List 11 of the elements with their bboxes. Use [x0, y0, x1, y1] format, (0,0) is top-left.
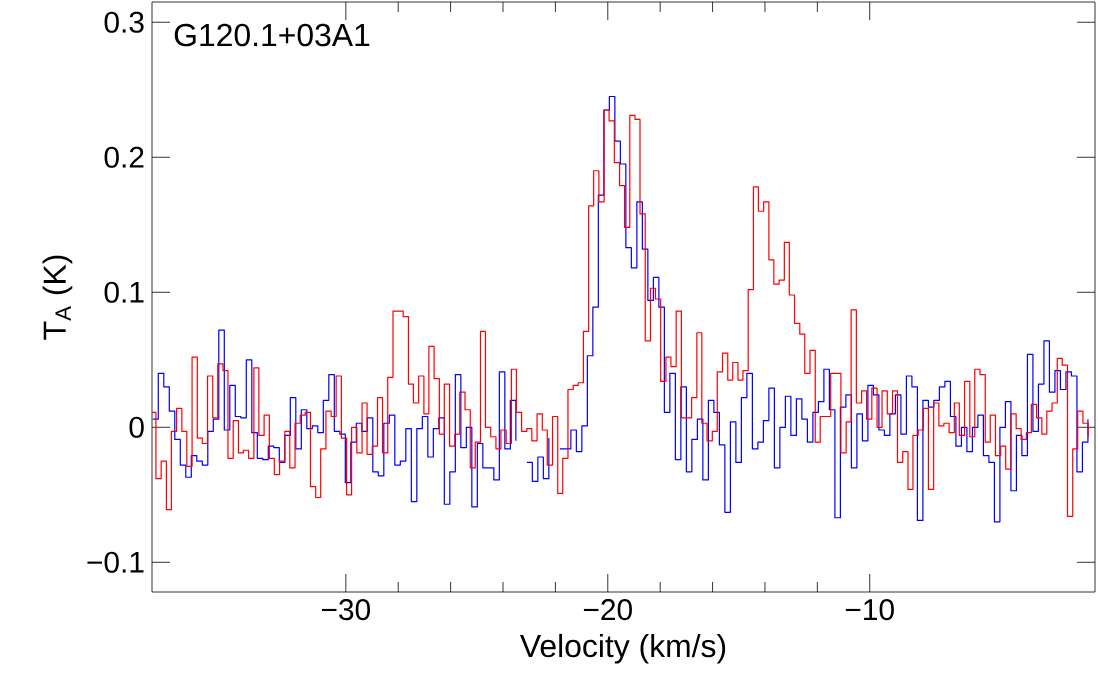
x-tick-label: −30: [321, 599, 370, 621]
x-axis-title: Velocity (km/s): [520, 633, 726, 664]
x-tick-label: −10: [845, 599, 894, 621]
y-tick-label: 0.2: [104, 146, 144, 168]
text: G120.1+03A1: [174, 23, 370, 47]
y-tick-label: −0.1: [87, 551, 144, 573]
y-axis-title: T$_{A}$ (K): [42, 255, 73, 340]
y-tick-label: 0.1: [104, 281, 144, 303]
x-tick-label: −20: [583, 599, 632, 621]
y-tick-label: 0.3: [104, 11, 144, 33]
y-tick-label: 0: [129, 416, 144, 438]
